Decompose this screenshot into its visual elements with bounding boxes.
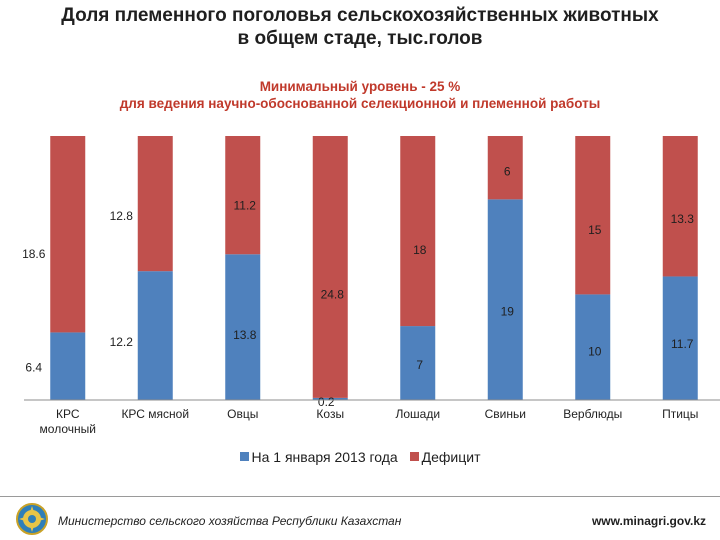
data-label-series2-7: 13.3 xyxy=(671,212,695,226)
title-line-1: Доля племенного поголовья сельскохозяйст… xyxy=(61,5,659,26)
category-label-2: Овцы xyxy=(227,407,258,421)
bar-series2-7 xyxy=(662,136,698,277)
category-label-3: Козы xyxy=(316,407,344,421)
bar-series1-6 xyxy=(575,294,611,400)
bar-series2-3 xyxy=(312,136,348,398)
footer-divider xyxy=(0,496,720,497)
category-label-5: Свиньи xyxy=(485,407,526,421)
data-label-series1-6: 10 xyxy=(588,345,602,359)
data-label-series1-3: 0.2 xyxy=(318,395,335,409)
bar-series2-6 xyxy=(575,136,611,295)
data-label-series2-1: 12.8 xyxy=(110,209,134,223)
bar-series1-1 xyxy=(137,271,173,400)
bar-series1-4 xyxy=(400,326,436,400)
data-label-series1-2: 13.8 xyxy=(233,328,257,342)
legend: На 1 января 2013 года Дефицит xyxy=(0,448,720,465)
chart-title: Доля племенного поголовья сельскохозяйст… xyxy=(0,4,720,50)
subtitle-line-1: Минимальный уровень - 25 % xyxy=(259,79,461,94)
category-label-4: Лошади xyxy=(395,407,440,421)
legend-item-series-1: На 1 января 2013 года xyxy=(239,448,398,465)
legend-label-series-1: На 1 января 2013 года xyxy=(251,448,398,465)
data-label-series1-7: 11.7 xyxy=(671,337,694,351)
category-label-0-line2: молочный xyxy=(40,422,96,436)
legend-swatch-red xyxy=(409,452,419,461)
bar-series1-3 xyxy=(312,397,348,400)
data-label-series1-4: 7 xyxy=(416,358,423,372)
title-line-2: в общем стаде, тыс.голов xyxy=(237,28,483,49)
ministry-name: Министерство сельского хозяйства Республ… xyxy=(58,514,402,528)
bar-series2-4 xyxy=(400,136,436,327)
bar-series2-1 xyxy=(137,136,173,272)
kazakhstan-emblem-icon xyxy=(16,503,48,535)
data-label-series1-1: 12.2 xyxy=(110,335,134,349)
legend-label-series-2: Дефицит xyxy=(421,448,481,465)
legend-swatch-blue xyxy=(239,452,249,461)
data-label-series2-6: 15 xyxy=(588,223,602,237)
bar-series1-2 xyxy=(225,254,261,400)
data-label-series2-0: 18.6 xyxy=(22,247,46,261)
bar-series1-7 xyxy=(662,276,698,400)
data-label-series2-4: 18 xyxy=(413,243,427,257)
category-label-6: Верблюды xyxy=(563,407,622,421)
data-label-series2-3: 24.8 xyxy=(321,287,345,301)
bar-series1-0 xyxy=(50,332,86,400)
data-label-series2-5: 6 xyxy=(504,164,511,178)
bar-series2-2 xyxy=(225,136,261,255)
bar-series2-0 xyxy=(50,136,86,333)
subtitle-line-2: для ведения научно-обоснованной селекцио… xyxy=(119,96,601,111)
data-label-series1-0: 6.4 xyxy=(25,361,42,375)
bar-series2-5 xyxy=(487,136,523,200)
legend-item-series-2: Дефицит xyxy=(409,448,481,465)
data-label-series2-2: 11.2 xyxy=(234,198,257,212)
bar-series1-5 xyxy=(487,199,523,400)
category-label-7: Птицы xyxy=(662,407,698,421)
website-link[interactable]: www.minagri.gov.kz xyxy=(591,514,706,528)
category-label-1: КРС мясной xyxy=(121,407,189,421)
data-label-series1-5: 19 xyxy=(501,305,515,319)
chart-subtitle: Минимальный уровень - 25 % для ведения н… xyxy=(0,78,720,112)
category-label-0: КРС xyxy=(56,407,80,421)
